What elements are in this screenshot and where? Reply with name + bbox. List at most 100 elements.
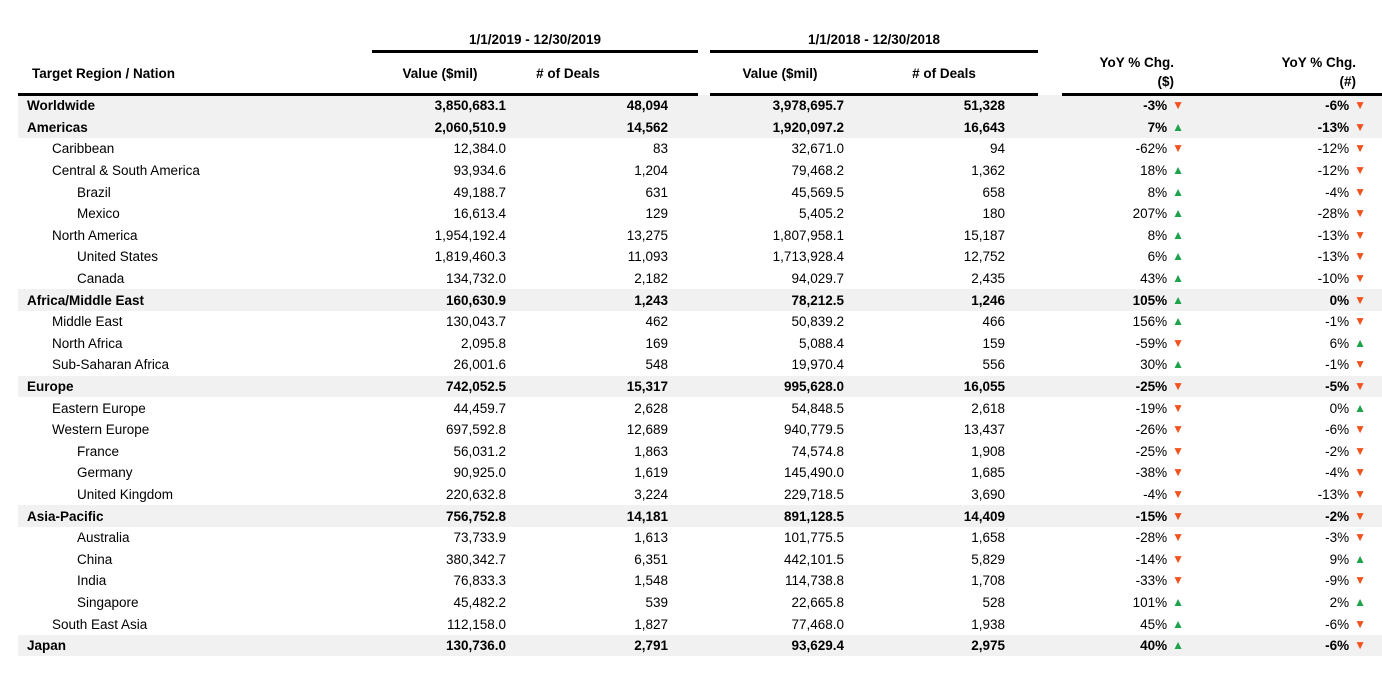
yoy-deals-percent: -12%: [1317, 163, 1350, 179]
deals-2018-cell: 1,685: [971, 465, 1005, 481]
region-cell: France: [77, 443, 120, 459]
yoy-deals-cell: 9% ▲: [1188, 552, 1382, 567]
up-triangle-icon: ▲: [1172, 292, 1184, 307]
value-2019-cell: 49,188.7: [453, 184, 506, 200]
up-triangle-icon: ▲: [1172, 616, 1184, 631]
value-2019-cell: 2,060,510.9: [434, 119, 506, 135]
down-triangle-icon: ▼: [1172, 486, 1184, 501]
value-2018-cell: 77,468.0: [791, 616, 844, 632]
yoy-deals-cell: -13% ▼: [1188, 228, 1382, 243]
deals-2019-cell: 1,827: [634, 616, 668, 632]
deals-2019-cell: 1,613: [634, 530, 668, 546]
down-triangle-icon: ▼: [1354, 638, 1366, 653]
down-triangle-icon: ▼: [1354, 508, 1366, 523]
region-cell: Singapore: [77, 594, 139, 610]
deals-2019-cell: 2,182: [634, 271, 668, 287]
yoy-deals-cell: 0% ▲: [1188, 401, 1382, 416]
value-2018-cell: 940,779.5: [783, 422, 844, 438]
yoy-deals-column-header: YoY % Chg. (#): [1188, 53, 1382, 96]
up-triangle-icon: ▲: [1354, 335, 1366, 350]
region-cell: Middle East: [52, 314, 123, 330]
down-triangle-icon: ▼: [1354, 465, 1366, 480]
region-cell: Central & South America: [52, 163, 200, 179]
deals-2019-cell: 6,351: [634, 551, 668, 567]
yoy-deals-cell: -5% ▼: [1188, 379, 1382, 394]
deals-2018-cell: 14,409: [963, 508, 1005, 524]
deals-2019-cell: 13,275: [626, 227, 668, 243]
up-triangle-icon: ▲: [1354, 594, 1366, 609]
deals-2018-cell: 2,618: [971, 400, 1005, 416]
value-2019-cell: 134,732.0: [445, 271, 506, 287]
deals-2018-cell: 16,643: [963, 119, 1005, 135]
down-triangle-icon: ▼: [1172, 379, 1184, 394]
deals-2019-cell: 1,243: [634, 292, 668, 308]
down-triangle-icon: ▼: [1172, 443, 1184, 458]
table-row: United Kingdom 220,632.8 3,224 229,718.5…: [18, 484, 1382, 506]
value-2019-cell: 112,158.0: [446, 616, 506, 632]
value-2019-cell: 16,613.4: [453, 206, 506, 222]
up-triangle-icon: ▲: [1172, 594, 1184, 609]
down-triangle-icon: ▼: [1354, 206, 1366, 221]
yoy-deals-cell: 6% ▲: [1188, 336, 1382, 351]
deals-2019-cell: 548: [645, 357, 668, 373]
region-cell: Caribbean: [52, 141, 115, 157]
yoy-deals-cell: -4% ▼: [1188, 465, 1382, 480]
region-column-header: Target Region / Nation: [18, 53, 372, 96]
deals-2018-cell: 1,908: [971, 443, 1005, 459]
yoy-deals-percent: -12%: [1317, 141, 1350, 157]
table-row: Germany 90,925.0 1,619 145,490.0 1,685 -…: [18, 462, 1382, 484]
region-cell: Brazil: [77, 184, 111, 200]
yoy-deals-cell: -10% ▼: [1188, 271, 1382, 286]
down-triangle-icon: ▼: [1172, 573, 1184, 588]
yoy-value-percent: -59%: [1135, 335, 1168, 351]
table-row: Worldwide 3,850,683.1 48,094 3,978,695.7…: [18, 95, 1382, 117]
down-triangle-icon: ▼: [1172, 141, 1184, 156]
value-2018-cell: 94,029.7: [791, 271, 844, 287]
down-triangle-icon: ▼: [1172, 422, 1184, 437]
yoy-deals-percent: 0%: [1329, 292, 1350, 308]
down-triangle-icon: ▼: [1354, 227, 1366, 242]
value-2019-cell: 697,592.8: [445, 422, 506, 438]
yoy-value-percent: -25%: [1135, 379, 1168, 395]
value-2018-cell: 3,978,695.7: [772, 98, 844, 114]
region-cell: Eastern Europe: [52, 400, 146, 416]
yoy-value-cell: 8% ▲: [1062, 185, 1188, 200]
table-row: Canada 134,732.0 2,182 94,029.7 2,435 43…: [18, 268, 1382, 290]
value-2018-cell: 1,807,958.1: [772, 227, 844, 243]
yoy-value-percent: -28%: [1135, 530, 1168, 546]
region-cell: Worldwide: [27, 98, 96, 114]
up-triangle-icon: ▲: [1172, 271, 1184, 286]
yoy-value-percent: -62%: [1135, 141, 1168, 157]
table-row: Africa/Middle East 160,630.9 1,243 78,21…: [18, 289, 1382, 311]
value-2019-cell: 1,819,460.3: [434, 249, 506, 265]
yoy-value-cell: -38% ▼: [1062, 465, 1188, 480]
yoy-value-percent: 8%: [1147, 227, 1168, 243]
yoy-value-cell: -15% ▼: [1062, 509, 1188, 524]
table-row: South East Asia 112,158.0 1,827 77,468.0…: [18, 613, 1382, 635]
yoy-deals-percent: 2%: [1329, 594, 1350, 610]
yoy-deals-cell: -13% ▼: [1188, 120, 1382, 135]
yoy-deals-percent: -13%: [1317, 486, 1350, 502]
yoy-value-cell: -14% ▼: [1062, 552, 1188, 567]
deals-2019-cell: 83: [652, 141, 668, 157]
yoy-value-cell: -25% ▼: [1062, 379, 1188, 394]
yoy-deals-percent: 0%: [1329, 400, 1350, 416]
up-triangle-icon: ▲: [1172, 314, 1184, 329]
value-2018-cell: 5,405.2: [798, 206, 844, 222]
yoy-value-cell: 43% ▲: [1062, 271, 1188, 286]
yoy-deals-header-line1: YoY % Chg.: [1281, 55, 1356, 70]
down-triangle-icon: ▼: [1354, 573, 1366, 588]
value-2018-cell: 891,128.5: [783, 508, 844, 524]
region-cell: Asia-Pacific: [27, 508, 104, 524]
deals-2018-cell: 94: [989, 141, 1005, 157]
deals-2019-cell: 1,548: [634, 573, 668, 589]
deals-2018-cell: 556: [982, 357, 1005, 373]
yoy-deals-percent: -9%: [1325, 573, 1350, 589]
yoy-deals-percent: -4%: [1325, 465, 1350, 481]
deals-2018-cell: 159: [982, 335, 1005, 351]
down-triangle-icon: ▼: [1354, 486, 1366, 501]
up-triangle-icon: ▲: [1172, 357, 1184, 372]
yoy-deals-percent: -6%: [1325, 422, 1350, 438]
yoy-deals-cell: 0% ▼: [1188, 293, 1382, 308]
value-2018-cell: 1,920,097.2: [772, 119, 844, 135]
